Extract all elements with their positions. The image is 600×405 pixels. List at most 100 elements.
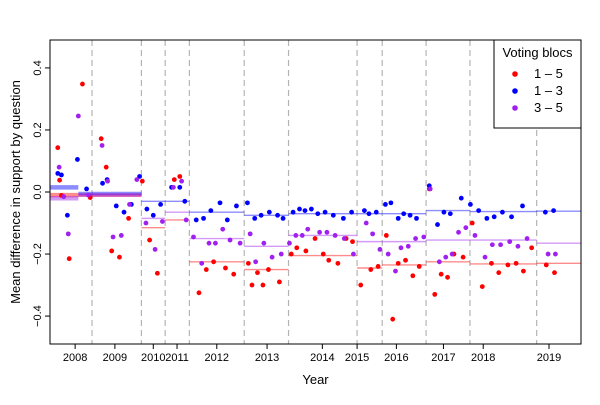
- data-point: [85, 192, 91, 198]
- data-point: [193, 217, 199, 223]
- data-point: [340, 215, 346, 221]
- data-point: [375, 264, 381, 269]
- data-point: [280, 215, 286, 221]
- data-point: [326, 257, 332, 263]
- data-point: [127, 202, 132, 207]
- data-point: [373, 209, 379, 215]
- data-point: [224, 217, 230, 223]
- data-point: [199, 260, 205, 266]
- data-point: [154, 270, 160, 276]
- data-point: [366, 211, 372, 217]
- data-point: [524, 236, 530, 241]
- data-point: [288, 251, 294, 257]
- data-points: [55, 81, 558, 322]
- data-point: [213, 240, 218, 246]
- data-point: [66, 256, 72, 262]
- data-point: [303, 248, 309, 254]
- y-tick-label: 0.2: [32, 122, 44, 137]
- data-point: [302, 208, 308, 214]
- data-point: [507, 239, 513, 245]
- data-point: [121, 209, 127, 215]
- data-point: [118, 233, 124, 238]
- data-point: [496, 270, 502, 276]
- data-point: [160, 219, 165, 224]
- data-point: [472, 233, 478, 238]
- data-point: [322, 209, 328, 215]
- data-point: [266, 209, 272, 215]
- data-point: [443, 254, 449, 260]
- data-point: [308, 206, 314, 212]
- data-point: [278, 251, 284, 257]
- x-tick-label: 2015: [345, 352, 369, 364]
- data-point: [61, 194, 67, 200]
- x-tick-label: 2010: [141, 352, 165, 364]
- data-point: [275, 212, 280, 218]
- data-point: [551, 208, 556, 214]
- data-point: [521, 268, 526, 274]
- data-point: [447, 211, 453, 217]
- data-point: [234, 203, 239, 209]
- data-point: [217, 200, 223, 206]
- x-tick-label: 2009: [103, 352, 127, 364]
- data-point: [237, 240, 243, 246]
- data-point: [479, 284, 485, 290]
- data-point: [482, 254, 488, 260]
- data-point: [255, 270, 260, 276]
- data-point: [105, 178, 110, 184]
- data-point: [231, 271, 237, 277]
- y-axis-label: Mean difference in support by question: [8, 80, 23, 304]
- data-point: [315, 211, 321, 217]
- data-point: [543, 262, 549, 268]
- data-point: [305, 226, 311, 232]
- data-point: [361, 208, 367, 214]
- data-point: [137, 174, 142, 179]
- data-point: [126, 215, 131, 221]
- data-point: [410, 273, 416, 279]
- data-point: [349, 209, 355, 215]
- data-point: [368, 267, 374, 272]
- data-point: [383, 202, 388, 207]
- data-point: [449, 251, 455, 257]
- data-point: [350, 239, 355, 245]
- data-point: [460, 254, 466, 260]
- data-point: [103, 164, 109, 170]
- data-point: [99, 143, 105, 148]
- data-point: [542, 209, 548, 215]
- data-point: [245, 200, 250, 206]
- data-point: [515, 243, 521, 249]
- data-point: [401, 211, 407, 217]
- data-point: [491, 214, 497, 220]
- data-point: [377, 246, 383, 252]
- data-point: [191, 234, 196, 240]
- data-point: [98, 136, 104, 142]
- legend-marker: [512, 105, 518, 111]
- data-point: [330, 212, 336, 218]
- data-point: [152, 246, 158, 252]
- data-point: [407, 212, 413, 218]
- data-point: [500, 209, 505, 215]
- data-point: [100, 180, 105, 186]
- data-point: [110, 234, 116, 240]
- data-point: [55, 170, 61, 176]
- data-point: [220, 226, 226, 232]
- data-point: [458, 195, 464, 201]
- legend-marker: [512, 88, 518, 94]
- data-point: [206, 240, 212, 246]
- data-point: [509, 214, 514, 220]
- data-point: [170, 184, 176, 190]
- data-point: [201, 215, 206, 221]
- data-point: [358, 282, 364, 288]
- x-axis-label: Year: [302, 372, 329, 387]
- data-point: [183, 217, 189, 223]
- data-point: [312, 236, 318, 241]
- data-point: [134, 177, 140, 182]
- data-point: [438, 271, 444, 277]
- data-point: [109, 248, 115, 254]
- data-point: [147, 237, 153, 243]
- data-point: [258, 212, 264, 218]
- y-tick-label: 0.0: [32, 184, 44, 199]
- data-point: [405, 243, 411, 249]
- legend: Voting blocs 1 – 5 1 – 3 3 – 5: [493, 39, 582, 129]
- data-point: [545, 251, 551, 257]
- period-mean-bars: [50, 185, 581, 271]
